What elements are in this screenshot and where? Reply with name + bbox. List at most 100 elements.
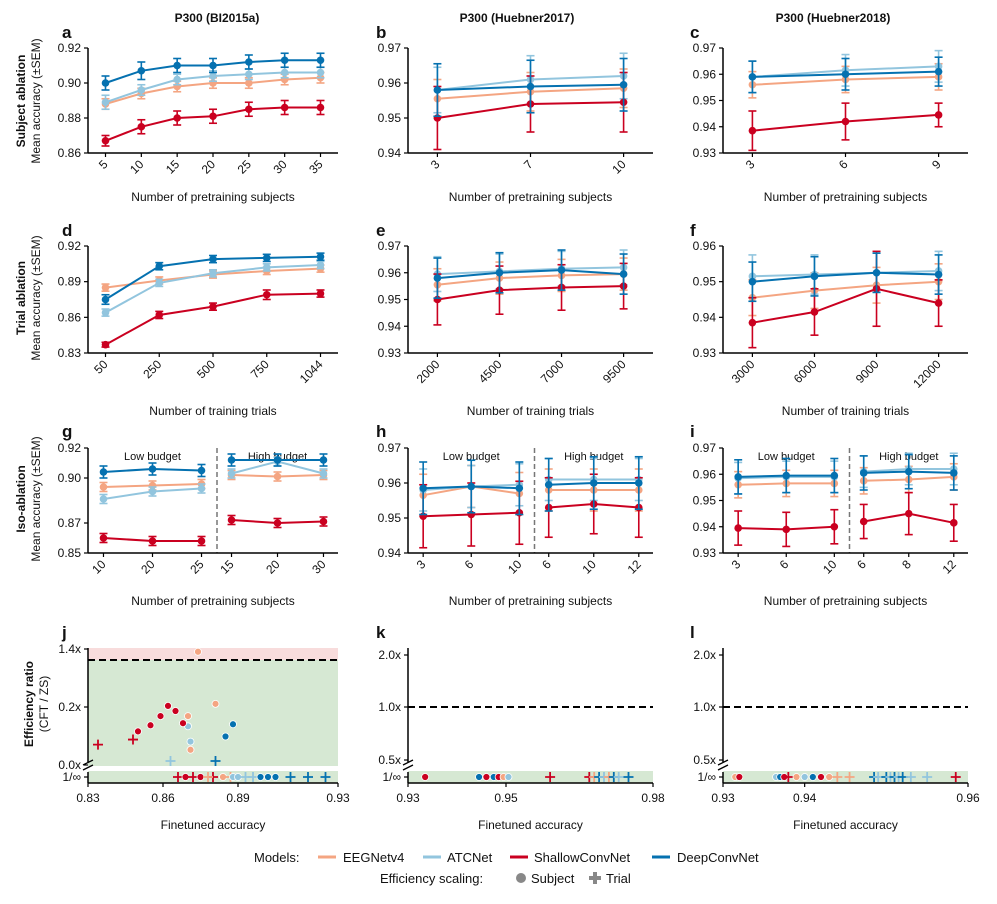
x-tick-label-b: 10 (609, 157, 629, 177)
x-tick-label-e: 9500 (600, 357, 629, 386)
low-budget-label-i: Low budget (758, 451, 815, 463)
point-shallowconvnet-subject (421, 773, 430, 781)
series-deepconvnet-b (433, 57, 628, 118)
series-eegnetv4-e (433, 257, 628, 302)
data-point-deepconvnet (137, 66, 146, 75)
data-point-deepconvnet (734, 473, 742, 481)
point-deepconvnet-subject (221, 732, 230, 741)
point-shallowconvnet-subject (134, 727, 142, 736)
x-tick-label-c: 3 (743, 157, 758, 172)
series-shallowconvnet-i (734, 491, 958, 548)
point-shallowconvnet-subject (196, 773, 205, 781)
y-tick-label-k: 2.0x (378, 648, 401, 662)
y-tick-label-e: 0.93 (378, 346, 402, 360)
point-eegnetv4-subject (825, 773, 834, 781)
x-tick-label-h: 6 (462, 557, 477, 572)
x-tick-label-i: 3 (729, 557, 744, 572)
data-point-shallowconvnet (197, 537, 206, 545)
y-tick-label-i: 0.95 (693, 494, 717, 508)
y-tick-label-e: 0.96 (378, 266, 402, 280)
y-tick-label-a: 0.88 (58, 111, 82, 125)
y-tick-label-b: 0.96 (378, 76, 402, 90)
data-point-deepconvnet (634, 479, 643, 487)
point-shallowconvnet-subject (482, 773, 491, 781)
y-tick-label-g: 0.85 (58, 546, 82, 560)
y-tick-label-c: 0.96 (693, 67, 717, 81)
data-point-shallowconvnet (173, 114, 181, 122)
row-label-subject-ablation: Subject ablation (14, 55, 28, 148)
data-point-deepconvnet (245, 58, 253, 66)
point-shallowconvnet-trial (173, 772, 183, 782)
x-axis-label-a: Number of pretraining subjects (131, 190, 294, 204)
data-point-shallowconvnet (904, 509, 913, 518)
series-line-eegnetv4 (752, 280, 939, 299)
data-point-deepconvnet (748, 277, 757, 286)
x-tick-label-a: 25 (235, 157, 255, 177)
x-axis-label-i: Number of pretraining subjects (764, 594, 927, 608)
series-eegnetv4-h (419, 464, 643, 518)
point-shallowconvnet-subject (179, 719, 187, 728)
series-atcnet-d (101, 260, 325, 317)
y-tick-label-j: 0.2x (58, 700, 81, 714)
data-point-deepconvnet (316, 252, 325, 261)
point-atcnet-trial (922, 772, 933, 782)
data-point-deepconvnet (810, 272, 819, 281)
point-eegnetv4-subject (792, 773, 801, 781)
data-point-shallowconvnet (101, 340, 110, 349)
series-line-shallowconvnet (105, 292, 321, 346)
data-point-atcnet (137, 86, 146, 94)
data-point-deepconvnet (544, 480, 553, 489)
panel-label-f: f (690, 221, 696, 240)
x-tick-label-g: 30 (309, 557, 329, 577)
point-deepconvnet-trial (320, 772, 331, 782)
series-deepconvnet-i (734, 453, 958, 495)
y-tick-label-c: 0.97 (693, 41, 717, 55)
y-tick-label-l: 2.0x (693, 648, 716, 662)
panel-label-k: k (376, 623, 386, 642)
data-point-deepconvnet (148, 465, 157, 473)
y-tick-label-c: 0.93 (693, 146, 717, 160)
x-tick-label-a: 30 (270, 157, 290, 177)
point-shallowconvnet-trial (93, 739, 103, 750)
data-point-deepconvnet (619, 270, 628, 278)
data-point-shallowconvnet (934, 299, 943, 307)
data-point-deepconvnet (782, 471, 791, 480)
data-point-deepconvnet (841, 70, 850, 79)
data-point-deepconvnet (101, 79, 110, 87)
series-line-eegnetv4 (437, 273, 624, 286)
x-tick-label-f: 3000 (729, 357, 758, 386)
data-point-shallowconvnet (155, 311, 164, 319)
point-eegnetv4-subject (194, 647, 202, 656)
point-shallowconvnet-subject (181, 773, 190, 781)
panels: a 0.86 0.88 0.90 0.92 5 10 15 20 25 30 35 Number of … (58, 23, 980, 832)
column-title-3: P300 (Huebner2018) (776, 11, 891, 25)
panel-label-h: h (376, 422, 386, 441)
x-tick-label-h: 12 (625, 557, 645, 577)
panel-label-a: a (62, 23, 72, 42)
data-point-deepconvnet (904, 467, 913, 476)
x-tick-label-a: 10 (127, 157, 147, 177)
data-point-shallowconvnet (245, 105, 253, 114)
y-tick-label-f: 0.94 (693, 310, 717, 324)
data-point-deepconvnet (830, 471, 839, 480)
point-atcnet-trial (613, 772, 624, 782)
y-tick-label-j: 0.0x (58, 758, 81, 772)
y-tick-label-h: 0.97 (378, 441, 402, 455)
y-tick-label-l: 0.5x (693, 753, 716, 767)
x-axis-label-l: Finetuned accuracy (793, 818, 898, 832)
data-point-atcnet (209, 72, 217, 80)
data-point-atcnet (148, 487, 157, 496)
x-tick-label-h: 3 (414, 557, 429, 572)
data-point-deepconvnet (557, 266, 566, 274)
data-point-deepconvnet (280, 56, 289, 65)
data-point-shallowconvnet (810, 308, 819, 316)
data-point-deepconvnet (273, 456, 282, 464)
data-point-shallowconvnet (748, 126, 757, 135)
panel-j: j1.4x 0.2x 0.0x1/∞ 0.83 0.86 0.89 0.93 Finetune… (58, 623, 350, 832)
legend: Models: EEGNetv4 ATCNet ShallowConvNet D… (254, 850, 759, 886)
series-shallowconvnet-g (99, 514, 328, 547)
data-point-eegnetv4 (245, 79, 253, 87)
data-point-deepconvnet (515, 484, 524, 493)
point-shallowconvnet-subject (817, 773, 825, 781)
